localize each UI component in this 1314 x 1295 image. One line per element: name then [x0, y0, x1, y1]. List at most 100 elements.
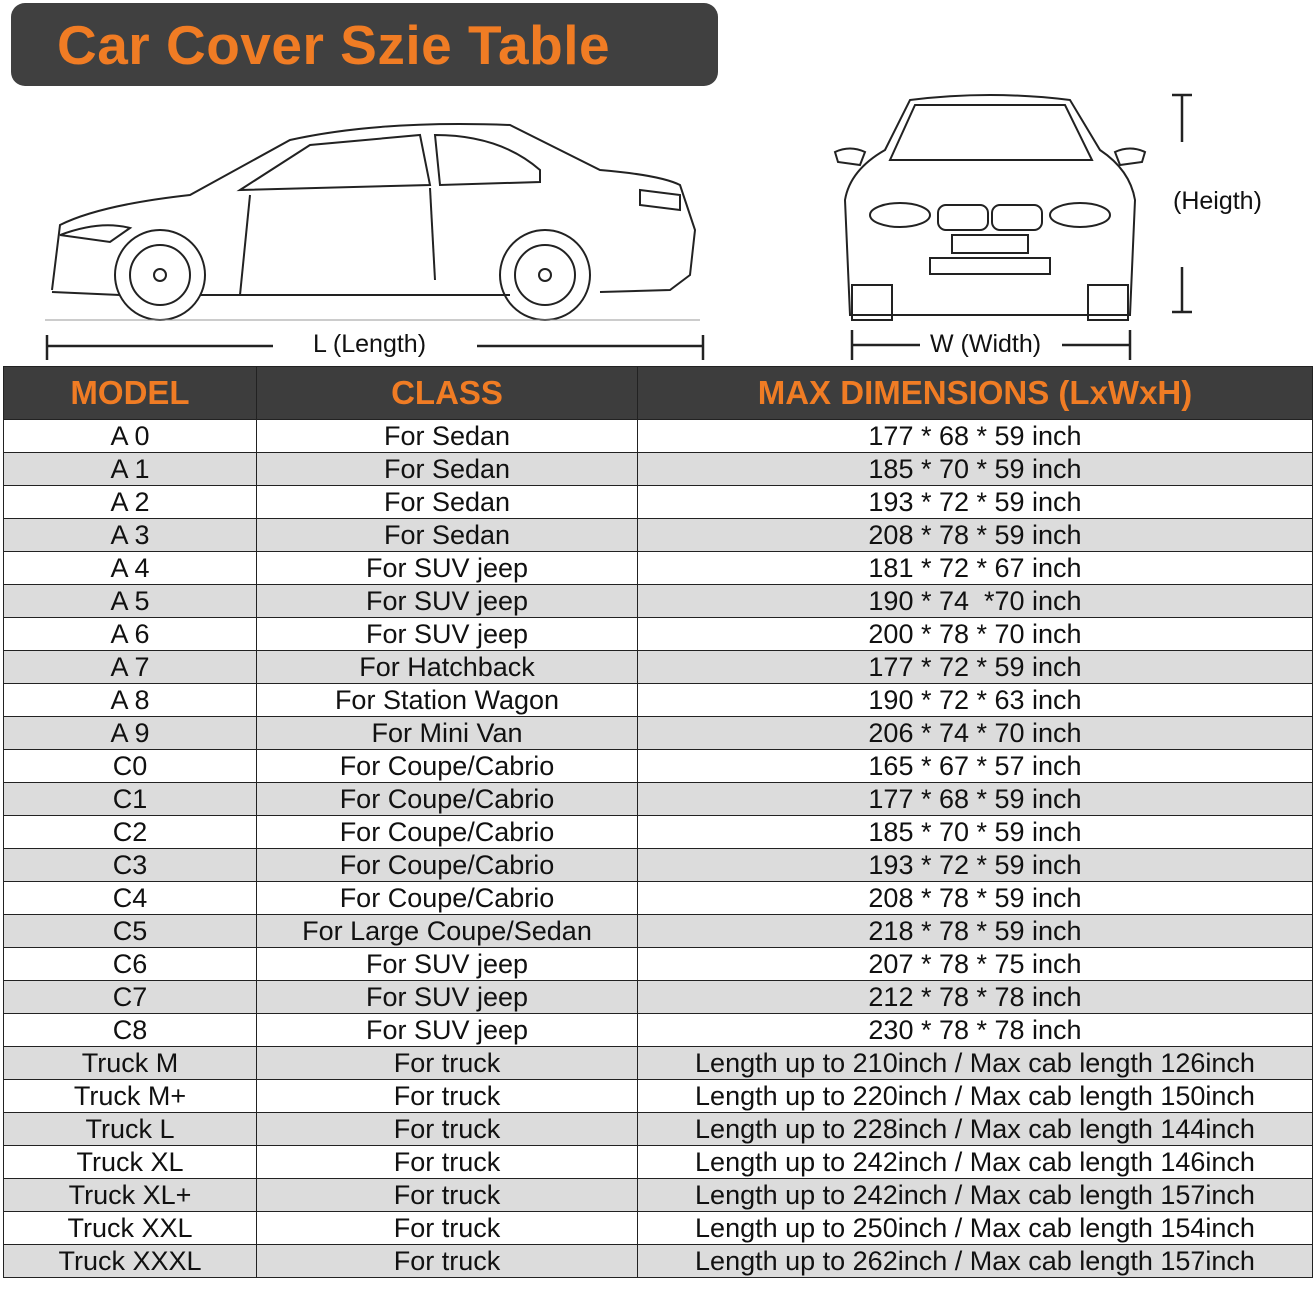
table-row: Truck L For truck Length up to 228inch / M… — [3, 1112, 1313, 1146]
dimensions-cell: Length up to 262inch / Max cab length 15… — [637, 1244, 1313, 1278]
table-row: A 3 For Sedan 208 * 78 * 59 inch — [3, 518, 1313, 552]
dimensions-cell: Length up to 220inch / Max cab length 15… — [637, 1079, 1313, 1113]
table-row: C5 For Large Coupe/Sedan 218 * 78 * 59 inc… — [3, 914, 1313, 948]
class-cell: For SUV jeep — [256, 617, 638, 651]
dimensions-cell: 212 * 78 * 78 inch — [637, 980, 1313, 1014]
model-cell: C0 — [3, 749, 257, 783]
dimensions-cell: 218 * 78 * 59 inch — [637, 914, 1313, 948]
table-row: C8 For SUV jeep 230 * 78 * 78 inch — [3, 1013, 1313, 1047]
table-row: A 6 For SUV jeep 200 * 78 * 70 inch — [3, 617, 1313, 651]
model-cell: Truck L — [3, 1112, 257, 1146]
class-cell: For SUV jeep — [256, 551, 638, 585]
model-cell: Truck XXL — [3, 1211, 257, 1245]
dimensions-cell: 185 * 70 * 59 inch — [637, 815, 1313, 849]
dimensions-cell: Length up to 242inch / Max cab length 15… — [637, 1178, 1313, 1212]
model-cell: A 3 — [3, 518, 257, 552]
class-cell: For Coupe/Cabrio — [256, 782, 638, 816]
table-row: A 1 For Sedan 185 * 70 * 59 inch — [3, 452, 1313, 486]
dimensions-cell: 206 * 74 * 70 inch — [637, 716, 1313, 750]
model-cell: Truck XL — [3, 1145, 257, 1179]
table-row: A 7 For Hatchback 177 * 72 * 59 inch — [3, 650, 1313, 684]
title-banner: Car Cover Szie Table — [11, 3, 718, 86]
model-cell: Truck XL+ — [3, 1178, 257, 1212]
table-row: Truck XL For truck Length up to 242inch / … — [3, 1145, 1313, 1179]
table-row: C1 For Coupe/Cabrio 177 * 68 * 59 inch — [3, 782, 1313, 816]
class-cell: For Sedan — [256, 485, 638, 519]
dimensions-cell: 230 * 78 * 78 inch — [637, 1013, 1313, 1047]
class-cell: For SUV jeep — [256, 1013, 638, 1047]
header-class: CLASS — [256, 366, 638, 420]
dimensions-cell: 181 * 72 * 67 inch — [637, 551, 1313, 585]
table-row: Truck M For truck Length up to 210inch / M… — [3, 1046, 1313, 1080]
table-row: C3 For Coupe/Cabrio 193 * 72 * 59 inch — [3, 848, 1313, 882]
model-cell: A 7 — [3, 650, 257, 684]
class-cell: For Mini Van — [256, 716, 638, 750]
model-cell: C5 — [3, 914, 257, 948]
class-cell: For Sedan — [256, 419, 638, 453]
model-cell: A 6 — [3, 617, 257, 651]
class-cell: For Coupe/Cabrio — [256, 848, 638, 882]
table-header-row: MODEL CLASS MAX DIMENSIONS (LxWxH) — [3, 366, 1313, 420]
page-title: Car Cover Szie Table — [57, 14, 611, 76]
dimensions-cell: Length up to 242inch / Max cab length 14… — [637, 1145, 1313, 1179]
class-cell: For Coupe/Cabrio — [256, 815, 638, 849]
table-row: Truck XL+ For truck Length up to 242inch /… — [3, 1178, 1313, 1212]
model-cell: A 0 — [3, 419, 257, 453]
class-cell: For truck — [256, 1244, 638, 1278]
table-row: A 4 For SUV jeep 181 * 72 * 67 inch — [3, 551, 1313, 585]
class-cell: For Sedan — [256, 452, 638, 486]
class-cell: For SUV jeep — [256, 980, 638, 1014]
dimensions-cell: 193 * 72 * 59 inch — [637, 485, 1313, 519]
table-row: A 8 For Station Wagon 190 * 72 * 63 inch — [3, 683, 1313, 717]
table-row: C2 For Coupe/Cabrio 185 * 70 * 59 inch — [3, 815, 1313, 849]
model-cell: Truck M+ — [3, 1079, 257, 1113]
class-cell: For Hatchback — [256, 650, 638, 684]
model-cell: C4 — [3, 881, 257, 915]
class-cell: For truck — [256, 1178, 638, 1212]
table-row: A 5 For SUV jeep 190 * 74 *70 inch — [3, 584, 1313, 618]
dimensions-cell: 177 * 68 * 59 inch — [637, 419, 1313, 453]
class-cell: For Station Wagon — [256, 683, 638, 717]
class-cell: For SUV jeep — [256, 947, 638, 981]
class-cell: For truck — [256, 1112, 638, 1146]
table-row: Truck XXXL For truck Length up to 262inch … — [3, 1244, 1313, 1278]
model-cell: A 9 — [3, 716, 257, 750]
table-row: Truck XXL For truck Length up to 250inch /… — [3, 1211, 1313, 1245]
class-cell: For Coupe/Cabrio — [256, 749, 638, 783]
class-cell: For SUV jeep — [256, 584, 638, 618]
model-cell: A 8 — [3, 683, 257, 717]
class-cell: For Large Coupe/Sedan — [256, 914, 638, 948]
car-front-view-illustration — [833, 94, 1147, 360]
dimensions-cell: 200 * 78 * 70 inch — [637, 617, 1313, 651]
model-cell: C7 — [3, 980, 257, 1014]
class-cell: For truck — [256, 1079, 638, 1113]
header-max-dimensions: MAX DIMENSIONS (LxWxH) — [637, 366, 1313, 420]
dimensions-cell: 190 * 74 *70 inch — [637, 584, 1313, 618]
dimensions-cell: Length up to 250inch / Max cab length 15… — [637, 1211, 1313, 1245]
car-side-view-illustration — [45, 123, 705, 360]
table-row: A 2 For Sedan 193 * 72 * 59 inch — [3, 485, 1313, 519]
model-cell: A 4 — [3, 551, 257, 585]
class-cell: For Coupe/Cabrio — [256, 881, 638, 915]
dimensions-cell: 190 * 72 * 63 inch — [637, 683, 1313, 717]
class-cell: For Sedan — [256, 518, 638, 552]
model-cell: Truck M — [3, 1046, 257, 1080]
class-cell: For truck — [256, 1211, 638, 1245]
dimensions-cell: 208 * 78 * 59 inch — [637, 518, 1313, 552]
model-cell: C1 — [3, 782, 257, 816]
height-dimension-marker — [1172, 93, 1192, 314]
length-label: L (Length) — [313, 330, 427, 358]
height-label: (Heigth) — [1173, 187, 1262, 215]
class-cell: For truck — [256, 1145, 638, 1179]
table-row: C7 For SUV jeep 212 * 78 * 78 inch — [3, 980, 1313, 1014]
table-row: A 0 For Sedan 177 * 68 * 59 inch — [3, 419, 1313, 453]
table-row: C6 For SUV jeep 207 * 78 * 75 inch — [3, 947, 1313, 981]
dimensions-cell: 193 * 72 * 59 inch — [637, 848, 1313, 882]
size-table: MODEL CLASS MAX DIMENSIONS (LxWxH) A 0 Fo… — [3, 366, 1313, 1278]
width-label: W (Width) — [930, 330, 1042, 358]
model-cell: Truck XXXL — [3, 1244, 257, 1278]
model-cell: C2 — [3, 815, 257, 849]
dimensions-cell: 165 * 67 * 57 inch — [637, 749, 1313, 783]
table-row: C4 For Coupe/Cabrio 208 * 78 * 59 inch — [3, 881, 1313, 915]
dimensions-cell: 207 * 78 * 75 inch — [637, 947, 1313, 981]
